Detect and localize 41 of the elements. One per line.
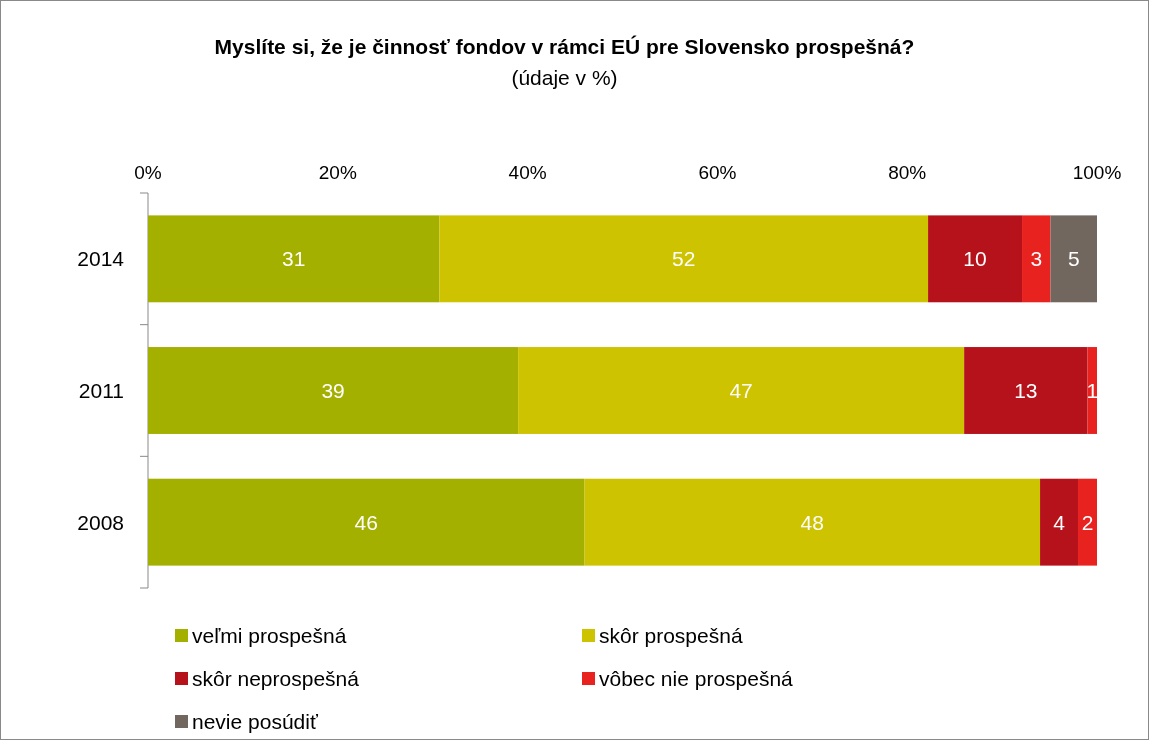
legend-label: vôbec nie prospešná [599,667,794,691]
x-tick-label: 0% [134,161,162,183]
data-label: 46 [354,510,378,534]
x-tick-label: 100% [1072,161,1122,183]
data-label: 39 [321,378,345,402]
data-label: 31 [281,247,306,271]
bar [148,478,585,566]
bar [1050,215,1097,303]
data-label: 10 [963,247,987,271]
data-label: 48 [800,510,824,534]
bar [1022,215,1051,303]
legend-label: veľmi prospešná [192,624,347,648]
x-tick-label: 80% [888,161,927,183]
legend-label: nevie posúdiť [192,710,319,734]
bar [439,215,929,303]
chart-subtitle: (údaje v %) [511,66,618,90]
bar [1078,478,1097,566]
legend-label: skôr neprospešná [192,667,360,691]
data-label: 4 [1053,510,1066,534]
data-label: 5 [1067,247,1080,271]
data-label: 13 [1014,378,1038,402]
legend-label: skôr prospešná [599,624,743,648]
bar [964,347,1088,434]
x-tick-label: 60% [698,161,737,183]
y-tick-label: 2011 [78,378,124,402]
bar [518,347,965,434]
data-label: 3 [1030,247,1043,271]
y-tick-label: 2008 [77,510,124,534]
bar [584,478,1041,566]
x-tick-label: 20% [318,161,357,183]
chart-title: Myslíte si, že je činnosť fondov v rámci EÚ pre Slovensko prospešná? [214,35,915,59]
data-label: 1 [1086,378,1099,402]
bar [928,215,1023,303]
bar [148,215,440,303]
data-label: 52 [672,247,696,271]
bar [148,347,519,434]
data-label: 47 [729,378,753,402]
x-tick-label: 40% [508,161,547,183]
y-tick-label: 2014 [77,247,125,271]
data-label: 2 [1081,510,1094,534]
bar [1040,478,1079,566]
